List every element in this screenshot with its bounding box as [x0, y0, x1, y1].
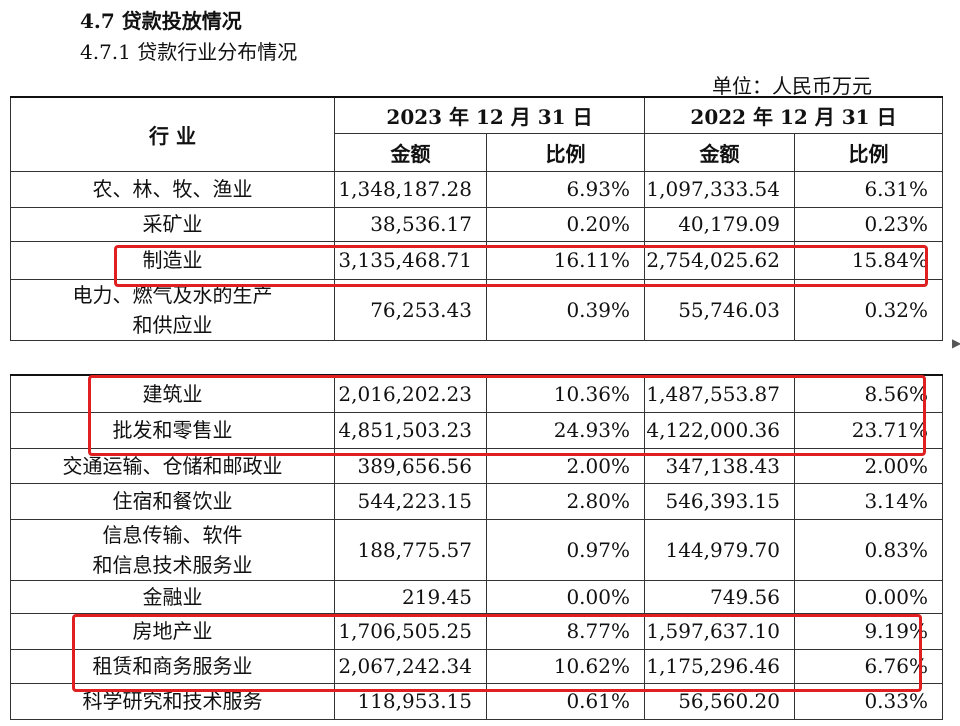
- arrow-icon: ▶: [952, 336, 960, 350]
- industry-cell: 住宿和餐饮业: [10, 482, 335, 520]
- table-body-part1: 农、林、牧、渔业 1,348,187.28 6.93% 1,097,333.54 6.3…: [10, 170, 943, 341]
- table-row: 科学研究和技术服务 118,953.15 0.61% 56,560.20 0.33%: [10, 682, 943, 720]
- ratio-2023-cell: 6.93%: [486, 170, 645, 208]
- amount-2022-cell: 40,179.09: [644, 206, 795, 242]
- industry-cell: 金融业: [10, 579, 335, 614]
- amount-2022-cell: 1,175,296.46: [644, 648, 795, 684]
- ratio-2022-cell: 6.76%: [794, 648, 943, 684]
- amount-2022-cell: 4,122,000.36: [644, 411, 795, 449]
- ratio-2023-header: 比例: [486, 132, 645, 172]
- amount-2023-cell: 219.45: [334, 579, 487, 614]
- ratio-2023-cell: 10.36%: [486, 374, 645, 413]
- ratio-2022-cell: 9.19%: [794, 612, 943, 650]
- table-row: 建筑业 2,016,202.23 10.36% 1,487,553.87 8.56%: [10, 374, 943, 413]
- amount-2023-cell: 3,135,468.71: [334, 240, 487, 280]
- amount-2022-cell: 55,746.03: [644, 278, 795, 341]
- amount-2023-cell: 389,656.56: [334, 447, 487, 484]
- industry-cell: 电力、燃气及水的生产 和供应业: [10, 278, 335, 341]
- amount-2023-cell: 76,253.43: [334, 278, 487, 341]
- ratio-2023-cell: 0.39%: [486, 278, 645, 341]
- industry-cell: 房地产业: [10, 612, 335, 650]
- table-row: 住宿和餐饮业 544,223.15 2.80% 546,393.15 3.14%: [10, 482, 943, 520]
- ratio-2023-cell: 16.11%: [486, 240, 645, 280]
- amount-2022-cell: 749.56: [644, 579, 795, 614]
- ratio-2022-header: 比例: [794, 132, 943, 172]
- section-title: 4.7 贷款投放情况: [80, 9, 242, 33]
- amount-2023-cell: 2,016,202.23: [334, 374, 487, 413]
- ratio-2023-cell: 2.00%: [486, 447, 645, 484]
- loan-industry-table-part2: 建筑业 2,016,202.23 10.36% 1,487,553.87 8.56% 批发…: [10, 374, 943, 720]
- ratio-2023-cell: 24.93%: [486, 411, 645, 449]
- ratio-2022-cell: 0.00%: [794, 579, 943, 614]
- ratio-2023-cell: 0.20%: [486, 206, 645, 242]
- table-row: 制造业 3,135,468.71 16.11% 2,754,025.62 15.84%: [10, 240, 943, 280]
- amount-2023-cell: 1,348,187.28: [334, 170, 487, 208]
- ratio-2022-cell: 6.31%: [794, 170, 943, 208]
- industry-cell: 农、林、牧、渔业: [10, 170, 335, 208]
- amount-2023-cell: 4,851,503.23: [334, 411, 487, 449]
- amount-2022-cell: 1,487,553.87: [644, 374, 795, 413]
- ratio-2022-cell: 0.23%: [794, 206, 943, 242]
- ratio-2022-cell: 3.14%: [794, 482, 943, 520]
- amount-2022-cell: 144,979.70: [644, 518, 795, 581]
- amount-2022-header: 金额: [644, 132, 795, 172]
- table-row: 信息传输、软件 和信息技术服务业 188,775.57 0.97% 144,979.70…: [10, 518, 943, 581]
- ratio-2022-cell: 8.56%: [794, 374, 943, 413]
- year-2022-header: 2022 年 12 月 31 日: [644, 96, 943, 134]
- ratio-2022-cell: 0.32%: [794, 278, 943, 341]
- industry-cell: 批发和零售业: [10, 411, 335, 449]
- loan-industry-table-part1: 行 业 2023 年 12 月 31 日 2022 年 12 月 31 日 金额…: [10, 96, 943, 341]
- amount-2023-cell: 188,775.57: [334, 518, 487, 581]
- amount-2023-cell: 118,953.15: [334, 682, 487, 720]
- amount-2022-cell: 347,138.43: [644, 447, 795, 484]
- ratio-2023-cell: 8.77%: [486, 612, 645, 650]
- ratio-2023-cell: 0.61%: [486, 682, 645, 720]
- section-subtitle: 4.7.1 贷款行业分布情况: [80, 40, 298, 64]
- ratio-2023-cell: 2.80%: [486, 482, 645, 520]
- industry-cell: 制造业: [10, 240, 335, 280]
- ratio-2022-cell: 0.83%: [794, 518, 943, 581]
- amount-2022-cell: 1,097,333.54: [644, 170, 795, 208]
- ratio-2023-cell: 0.97%: [486, 518, 645, 581]
- amount-2023-cell: 544,223.15: [334, 482, 487, 520]
- unit-label: 单位：人民币万元: [712, 74, 872, 98]
- ratio-2022-cell: 15.84%: [794, 240, 943, 280]
- ratio-2023-cell: 10.62%: [486, 648, 645, 684]
- year-2023-header: 2023 年 12 月 31 日: [334, 96, 645, 134]
- amount-2022-cell: 546,393.15: [644, 482, 795, 520]
- amount-2022-cell: 56,560.20: [644, 682, 795, 720]
- ratio-2022-cell: 2.00%: [794, 447, 943, 484]
- ratio-2022-cell: 0.33%: [794, 682, 943, 720]
- amount-2023-cell: 38,536.17: [334, 206, 487, 242]
- industry-cell: 科学研究和技术服务: [10, 682, 335, 720]
- amount-2023-cell: 2,067,242.34: [334, 648, 487, 684]
- industry-cell: 信息传输、软件 和信息技术服务业: [10, 518, 335, 581]
- amount-2023-header: 金额: [334, 132, 487, 172]
- table-row: 租赁和商务服务业 2,067,242.34 10.62% 1,175,296.46 6.…: [10, 648, 943, 684]
- table-body-part2: 建筑业 2,016,202.23 10.36% 1,487,553.87 8.56% 批发…: [10, 374, 943, 720]
- table-row: 采矿业 38,536.17 0.20% 40,179.09 0.23%: [10, 206, 943, 242]
- industry-cell: 交通运输、仓储和邮政业: [10, 447, 335, 484]
- ratio-2022-cell: 23.71%: [794, 411, 943, 449]
- industry-cell: 建筑业: [10, 374, 335, 413]
- table-row: 房地产业 1,706,505.25 8.77% 1,597,637.10 9.19%: [10, 612, 943, 650]
- table-row: 电力、燃气及水的生产 和供应业 76,253.43 0.39% 55,746.03 0.3…: [10, 278, 943, 341]
- industry-cell: 采矿业: [10, 206, 335, 242]
- table-row: 交通运输、仓储和邮政业 389,656.56 2.00% 347,138.43 2.00…: [10, 447, 943, 484]
- table-row: 批发和零售业 4,851,503.23 24.93% 4,122,000.36 23.7…: [10, 411, 943, 449]
- amount-2022-cell: 2,754,025.62: [644, 240, 795, 280]
- industry-cell: 租赁和商务服务业: [10, 648, 335, 684]
- ratio-2023-cell: 0.00%: [486, 579, 645, 614]
- table-row: 农、林、牧、渔业 1,348,187.28 6.93% 1,097,333.54 6.3…: [10, 170, 943, 208]
- amount-2023-cell: 1,706,505.25: [334, 612, 487, 650]
- amount-2022-cell: 1,597,637.10: [644, 612, 795, 650]
- table-row: 金融业 219.45 0.00% 749.56 0.00%: [10, 579, 943, 614]
- industry-header: 行 业: [10, 96, 335, 172]
